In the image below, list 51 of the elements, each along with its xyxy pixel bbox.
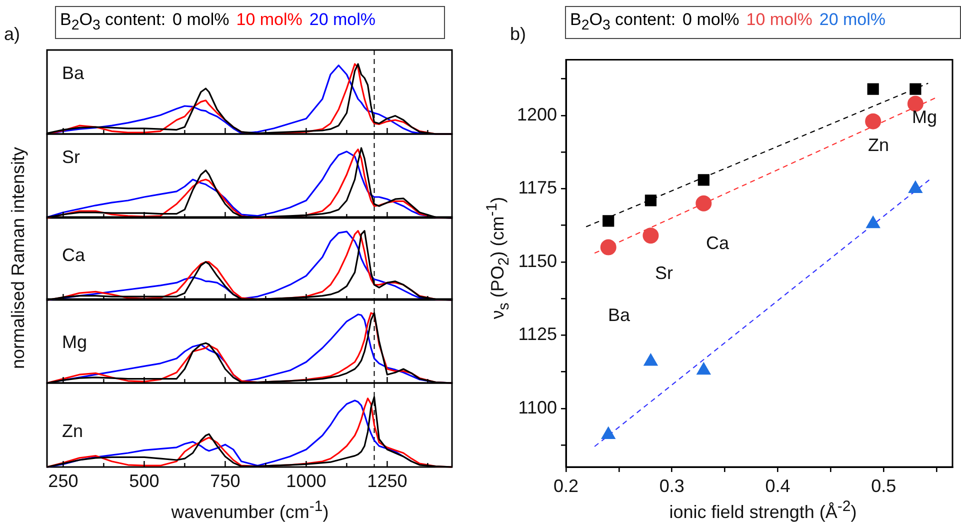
annotation: Mg — [62, 332, 88, 352]
point — [644, 194, 657, 206]
x-tick-label: 0.4 — [765, 476, 790, 496]
text: a) — [4, 24, 20, 44]
point — [600, 239, 616, 256]
point — [910, 83, 922, 95]
legend-title: B$_{2}$O$_{3}$ content: — [570, 10, 676, 34]
text: 20 mol% — [309, 10, 376, 29]
x-tick-label: 1250 — [367, 470, 408, 491]
x-tick-label: 1000 — [286, 470, 326, 491]
text: 0 mol% — [682, 10, 740, 29]
annotation: Ca — [706, 233, 730, 253]
point — [867, 83, 879, 95]
text: b) — [510, 24, 526, 44]
x-tick-label: 500 — [129, 470, 160, 491]
annotation: Zn — [868, 135, 890, 155]
text: 20 mol% — [819, 10, 886, 29]
annotation: Sr — [62, 147, 80, 167]
y-tick-label: 1175 — [518, 178, 557, 198]
point — [865, 113, 882, 130]
x-axis-title: ionic field strength (Å$^{-2}$) — [669, 498, 857, 522]
annotation: Ba — [62, 63, 84, 83]
point — [696, 362, 711, 375]
x-tick-label: 0.3 — [659, 476, 684, 496]
point — [907, 96, 924, 112]
point — [644, 354, 658, 366]
point — [698, 174, 710, 186]
text: 10 mol% — [746, 10, 812, 29]
x-tick-label: 0.5 — [871, 476, 896, 496]
point — [696, 195, 712, 212]
y-tick-label: 1200 — [516, 104, 557, 124]
y-axis-title: normalised Raman intensity — [8, 146, 28, 370]
point — [601, 426, 616, 440]
point — [602, 215, 614, 227]
text: 10 mol% — [236, 10, 302, 29]
y-tick-label: 1100 — [518, 397, 557, 418]
annotation: Zn — [62, 421, 84, 441]
x-tick-label: 0.2 — [553, 476, 579, 496]
point — [642, 228, 659, 244]
text: 0 mol% — [172, 10, 230, 29]
x-axis-title: wavenumber (cm$^{-1}$) — [171, 498, 329, 522]
y-tick-label: 1125 — [518, 324, 557, 344]
x-tick-label: 250 — [48, 470, 78, 491]
y-tick-label: 1150 — [518, 250, 557, 271]
point — [866, 216, 880, 228]
x-tick-label: 750 — [210, 470, 240, 491]
annotation: Ba — [608, 305, 630, 325]
annotation: Mg — [912, 107, 938, 127]
legend-title: B$_{2}$O$_{3}$ content: — [60, 10, 166, 34]
annotation: Sr — [655, 263, 673, 283]
annotation: Ca — [62, 245, 86, 265]
